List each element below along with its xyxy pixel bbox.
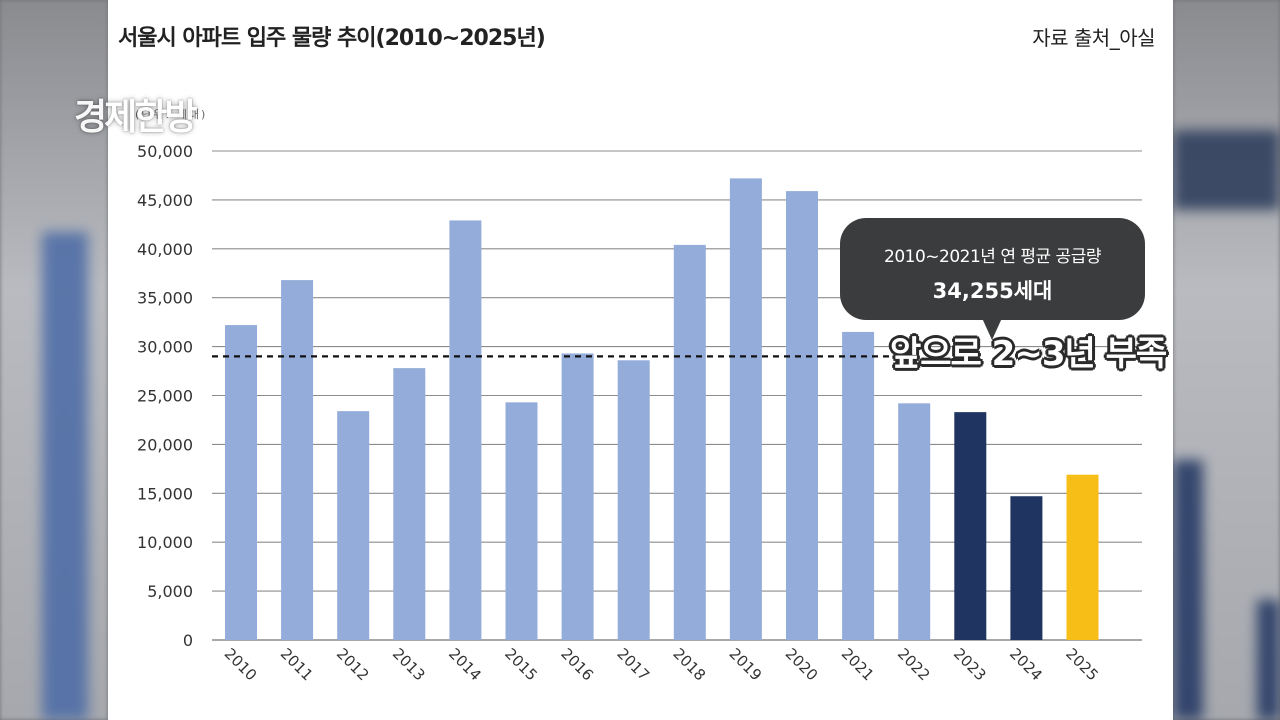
x-tick-label: 2014 [445, 645, 485, 685]
bar [505, 402, 538, 640]
y-tick-label: 0 [183, 631, 193, 650]
y-tick-label: 35,000 [137, 289, 193, 308]
source-label: 자료 출처_아실 [1032, 26, 1155, 50]
bar [281, 280, 314, 640]
overlay-caption: 앞으로 2~3년 부족 [890, 334, 1167, 374]
bar [337, 411, 370, 640]
x-tick-label: 2025 [1062, 645, 1102, 685]
bar [449, 220, 482, 641]
bar [617, 360, 650, 640]
background-blur-right [1173, 0, 1280, 720]
callout-title: 2010~2021년 연 평균 공급량 [884, 247, 1101, 267]
bars [225, 178, 1099, 641]
x-tick-label: 2024 [1006, 645, 1046, 685]
x-tick-label: 2019 [726, 645, 766, 685]
callout-tail [982, 318, 1002, 340]
y-tick-label: 10,000 [137, 533, 193, 552]
bar [1010, 496, 1043, 640]
bar [561, 353, 594, 640]
channel-watermark: 경제한방 [74, 97, 197, 138]
y-tick-label: 45,000 [137, 191, 193, 210]
x-tick-label: 2015 [501, 645, 541, 685]
x-tick-label: 2010 [221, 645, 261, 685]
background-ghost-bar [1257, 600, 1280, 720]
bar [898, 403, 931, 640]
bar [673, 244, 706, 640]
x-tick-label: 2017 [613, 645, 653, 685]
y-tick-label: 5,000 [147, 582, 193, 601]
callout-value: 34,255세대 [932, 279, 1053, 303]
bar [786, 191, 818, 640]
x-tick-label: 2012 [333, 645, 373, 685]
average-callout: 2010~2021년 연 평균 공급량 34,255세대 [840, 218, 1145, 320]
x-tick-label: 2013 [389, 645, 429, 685]
background-blur-left [0, 0, 108, 720]
y-tick-label: 50,000 [137, 142, 193, 161]
bar [1066, 474, 1099, 640]
background-ghost-block [1173, 130, 1280, 210]
x-tick-label: 2020 [782, 645, 822, 685]
y-tick-label: 40,000 [137, 240, 193, 259]
unit-label: (단위: 세대) [135, 108, 208, 121]
y-tick-label: 25,000 [137, 387, 193, 406]
x-tick-label: 2011 [277, 645, 317, 685]
chart-title: 서울시 아파트 입주 물량 추이(2010~2025년) [118, 26, 546, 51]
x-tick-label: 2021 [838, 645, 878, 685]
background-ghost-bar [1173, 460, 1203, 720]
x-tick-label: 2023 [950, 645, 990, 685]
y-tick-label: 20,000 [137, 435, 193, 454]
x-tick-label: 2018 [669, 645, 709, 685]
x-tick-label: 2022 [894, 645, 934, 685]
bar [393, 368, 426, 640]
bar [842, 331, 875, 640]
y-tick-label: 30,000 [137, 338, 193, 357]
bar [225, 325, 257, 640]
bar [729, 178, 762, 640]
y-tick-label: 15,000 [137, 484, 193, 503]
x-tick-label: 2016 [557, 645, 597, 685]
y-axis-labels: 0 5,000 10,000 15,000 20,000 25,000 30,000 35,0… [137, 142, 193, 650]
bar [954, 412, 987, 640]
background-ghost-bar [42, 232, 88, 720]
x-axis-labels: 2010 2011 2012 2013 2014 2015 2016 2017 2018 2019… [221, 645, 1102, 685]
